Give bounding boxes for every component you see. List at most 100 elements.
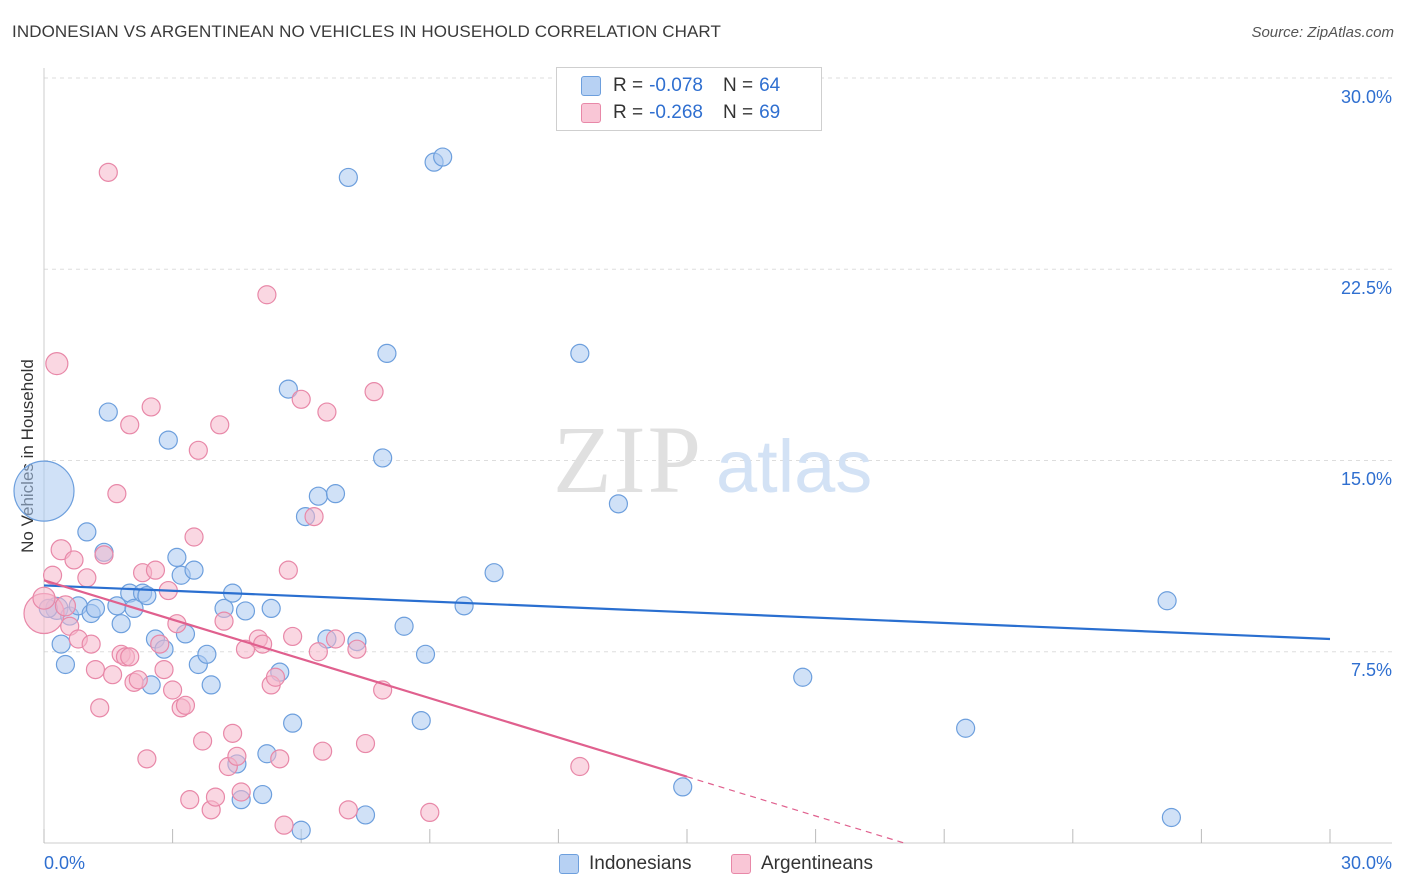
argentinean-point xyxy=(54,595,77,617)
indonesian-point xyxy=(338,167,358,188)
legend-r-value: -0.078 xyxy=(649,75,703,96)
argentinean-point xyxy=(120,647,140,667)
indonesian-point xyxy=(201,675,221,695)
argentinean-point xyxy=(163,680,183,700)
argentinean-point xyxy=(145,560,166,580)
y-tick-7-5: 7.5% xyxy=(1350,660,1392,680)
argentinean-point xyxy=(257,285,277,305)
indonesian-point xyxy=(411,710,431,731)
indonesian-point xyxy=(291,820,311,840)
argentinean-point xyxy=(175,695,196,715)
argentinean-point xyxy=(364,382,384,402)
bottom-legend-label-argentineans: Argentineans xyxy=(761,853,873,874)
legend-box: R = -0.078 N = 64 R = -0.268 N = 69 xyxy=(556,67,822,131)
trendline-indonesians xyxy=(43,584,1331,641)
indonesian-point xyxy=(261,598,281,619)
argentinean-point xyxy=(184,527,204,547)
argentinean-point xyxy=(308,642,328,662)
argentinean-point xyxy=(338,800,358,820)
argentinean-point xyxy=(347,639,367,659)
indonesian-point xyxy=(158,430,178,450)
argentinean-point xyxy=(77,568,97,588)
indonesian-point xyxy=(377,343,397,363)
grid-layer xyxy=(43,68,1392,844)
argentinean-point xyxy=(137,749,157,769)
watermark: ZIP atlas xyxy=(553,406,872,513)
legend-n-value: 69 xyxy=(759,102,781,123)
indonesian-point xyxy=(325,484,346,504)
argentinean-point xyxy=(283,626,303,647)
legend-r-label: R = xyxy=(613,75,644,96)
argentinean-point xyxy=(355,733,376,754)
indonesian-point xyxy=(111,614,131,634)
argentinean-point xyxy=(223,723,243,743)
indonesian-point xyxy=(394,616,414,636)
x-tick-min: 0.0% xyxy=(44,853,86,873)
indonesian-point xyxy=(85,598,106,619)
trendline-argentineans xyxy=(43,579,688,778)
indonesian-point xyxy=(98,402,118,422)
indonesian-point xyxy=(167,547,187,568)
indonesian-point xyxy=(308,486,328,506)
argentinean-point xyxy=(265,667,286,687)
argentinean-point xyxy=(45,352,69,376)
argentinean-point xyxy=(304,506,324,527)
indonesian-point xyxy=(77,522,97,542)
argentinean-point xyxy=(274,815,294,835)
argentinean-point xyxy=(81,634,101,654)
argentinean-point xyxy=(205,787,226,807)
bottom-legend-swatch-indonesians xyxy=(559,854,579,874)
indonesian-point xyxy=(793,667,813,687)
legend-n-label: N = xyxy=(722,102,754,123)
indonesian-point xyxy=(415,644,436,664)
indonesian-point xyxy=(454,596,474,616)
argentinean-point xyxy=(231,782,251,802)
indonesian-point xyxy=(355,805,376,825)
indonesian-point xyxy=(184,560,204,580)
indonesian-point xyxy=(283,713,303,733)
y-tick-30: 30.0% xyxy=(1340,87,1392,107)
bottom-legend-indonesians[interactable]: Indonesians xyxy=(559,852,691,876)
indonesian-point xyxy=(51,634,71,654)
indonesian-point xyxy=(570,343,590,363)
argentinean-point xyxy=(570,756,590,777)
indonesian-point xyxy=(197,644,217,664)
y-tick-22-5: 22.5% xyxy=(1340,278,1392,298)
argentinean-point xyxy=(270,749,290,769)
argentinean-point xyxy=(227,746,247,766)
points-layer xyxy=(13,147,1181,840)
source-credit: Source: ZipAtlas.com xyxy=(1251,24,1394,41)
indonesian-point xyxy=(484,563,504,583)
indonesian-point xyxy=(253,784,273,805)
argentinean-point xyxy=(32,586,56,610)
indonesian-point xyxy=(55,654,76,675)
argentinean-point xyxy=(85,659,106,680)
argentinean-point xyxy=(150,634,170,654)
argentinean-point xyxy=(154,659,174,680)
indonesian-point xyxy=(13,460,75,522)
argentinean-point xyxy=(120,415,140,435)
argentinean-point xyxy=(325,629,346,649)
legend-swatch-indonesians xyxy=(581,76,601,96)
y-tick-15: 15.0% xyxy=(1340,469,1392,489)
x-tick-max: 30.0% xyxy=(1340,853,1392,873)
argentinean-point xyxy=(102,665,123,685)
trendline-argentineans-extension xyxy=(686,776,905,844)
bottom-legend-swatch-argentineans xyxy=(731,854,751,874)
chart-title: INDONESIAN VS ARGENTINEAN NO VEHICLES IN… xyxy=(12,22,721,41)
watermark-atlas: atlas xyxy=(716,425,872,508)
argentinean-point xyxy=(128,670,148,690)
legend-r-label: R = xyxy=(613,102,644,123)
indonesian-point xyxy=(956,718,976,738)
argentinean-point xyxy=(107,484,127,504)
legend-row-indonesians: R = -0.078 N = 64 xyxy=(581,74,780,98)
indonesian-point xyxy=(373,448,393,468)
argentinean-point xyxy=(94,545,114,565)
argentinean-point xyxy=(210,415,230,435)
watermark-zip: ZIP xyxy=(553,406,703,513)
bottom-legend-argentineans[interactable]: Argentineans xyxy=(731,852,873,876)
argentinean-point xyxy=(90,698,110,718)
argentinean-point xyxy=(317,402,337,422)
argentinean-point xyxy=(235,639,256,659)
